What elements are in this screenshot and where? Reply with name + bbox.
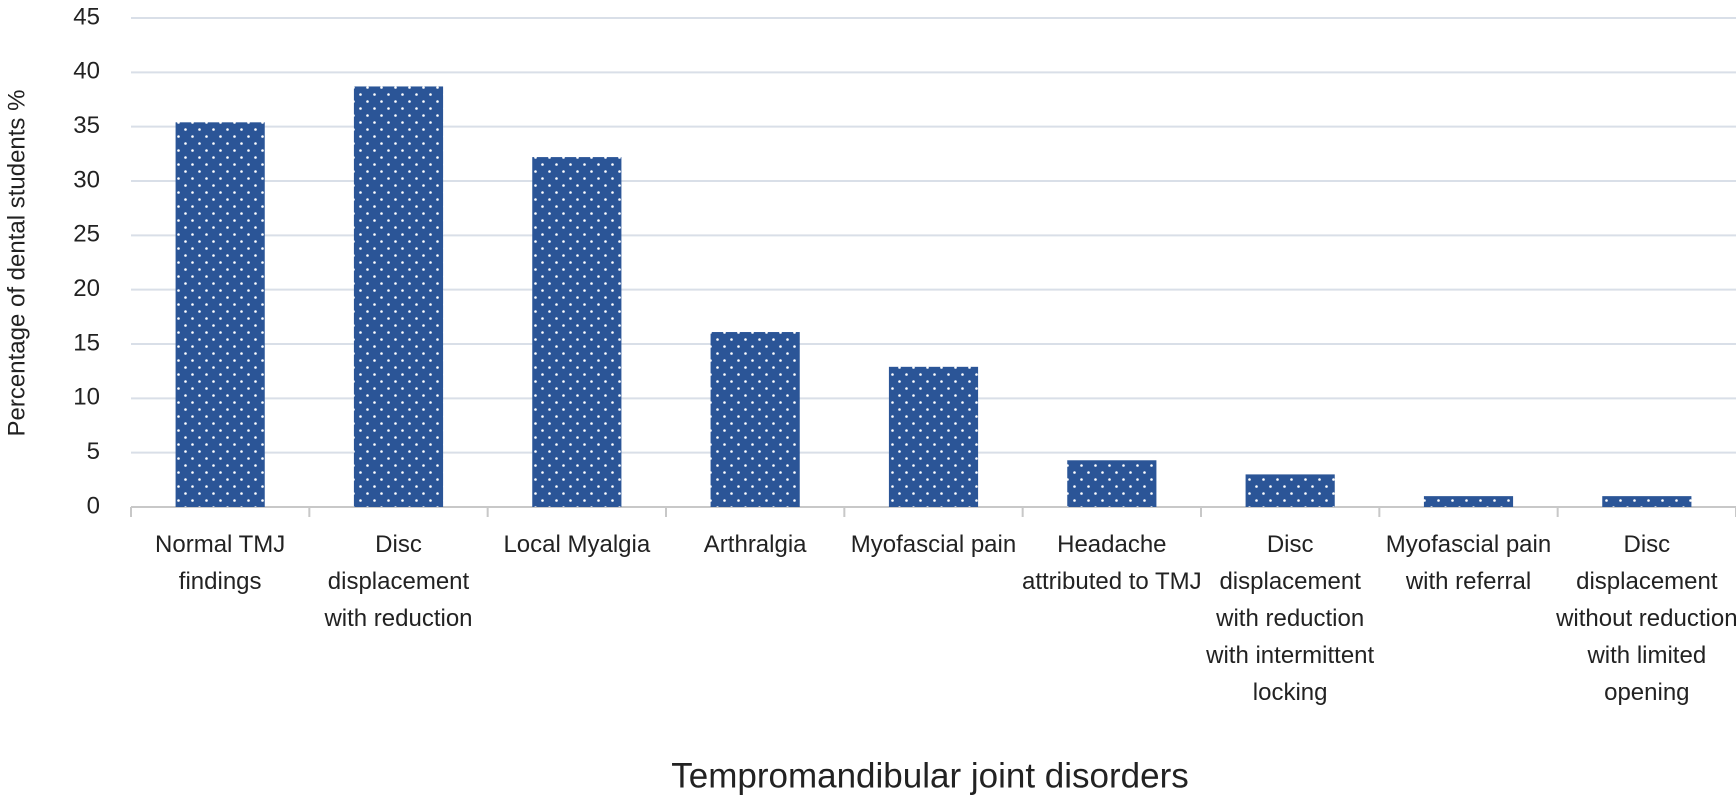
bar xyxy=(353,86,444,508)
y-tick-label: 45 xyxy=(73,3,100,30)
bar xyxy=(532,157,622,508)
bar xyxy=(888,366,979,507)
x-tick-label: Normal TMJ findings xyxy=(155,531,285,595)
y-tick-label: 15 xyxy=(73,329,100,356)
y-tick-label: 20 xyxy=(73,275,100,302)
x-tick-label: Myofascial pain xyxy=(851,531,1016,558)
x-axis-label: Tempromandibular joint disorders xyxy=(671,756,1188,795)
bar xyxy=(1245,474,1335,507)
x-tick-label: Disc displacement without reduction with li… xyxy=(1555,531,1736,706)
y-axis-label: Percentage of dental students % xyxy=(3,90,30,437)
y-tick-label: 30 xyxy=(73,166,100,193)
y-tick-label: 5 xyxy=(87,438,100,465)
bar xyxy=(1423,496,1514,507)
y-tick-label: 40 xyxy=(73,58,100,85)
y-tick-label: 35 xyxy=(73,112,100,139)
bar xyxy=(1602,496,1692,507)
bar xyxy=(710,332,800,507)
x-tick-label: Disc displacement with reduction xyxy=(323,531,472,632)
x-tick-label: Disc displacement with reduction with inter… xyxy=(1205,531,1374,706)
x-tick-label: Local Myalgia xyxy=(503,531,650,558)
y-tick-label: 10 xyxy=(73,384,100,411)
y-tick-label: 0 xyxy=(87,492,100,519)
bar xyxy=(1067,460,1157,507)
x-tick-label: Headache attributed to TMJ xyxy=(1022,531,1202,595)
x-tick-label: Arthralgia xyxy=(704,531,807,558)
x-tick-label: Myofascial pain with referral xyxy=(1386,531,1551,595)
bar xyxy=(175,122,265,507)
y-tick-label: 25 xyxy=(73,221,100,248)
